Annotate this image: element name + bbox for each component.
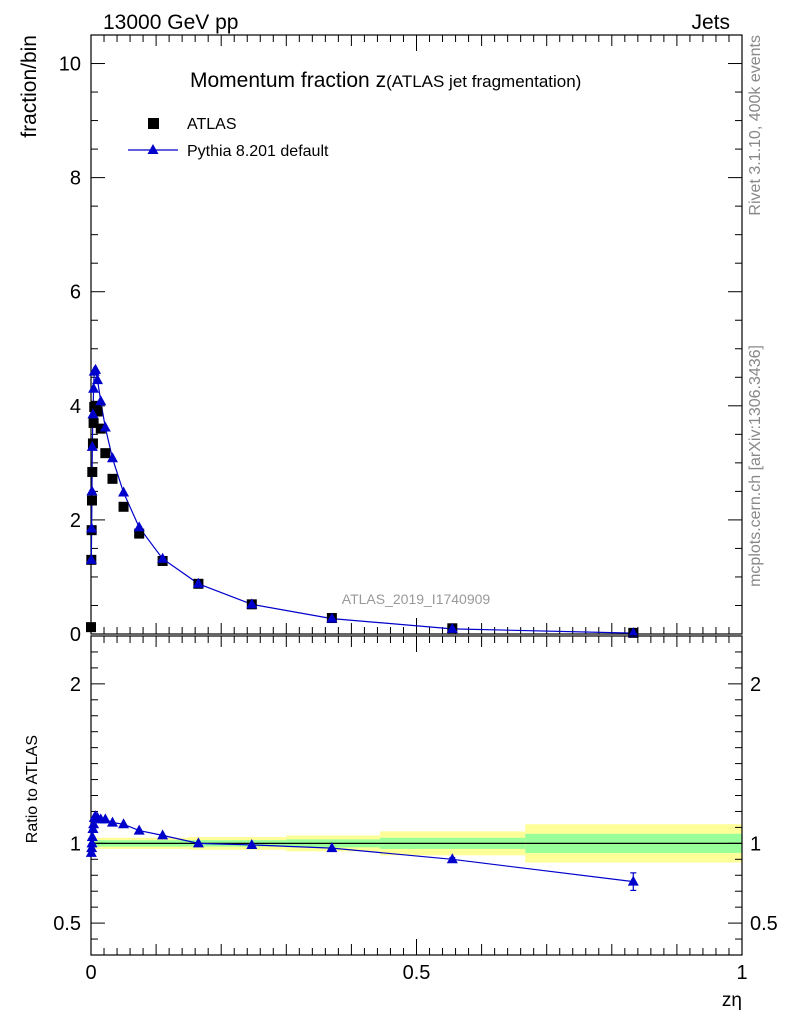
pythia-data-point [86,440,98,451]
pythia-data-point [86,485,98,496]
rivet-label: Rivet 3.1.10, 400k events [747,35,764,216]
pythia-data-point [627,627,639,638]
atlas-data-point [95,423,106,434]
pythia-ratio-point [627,875,639,886]
ratio-y-axis-label: Ratio to ATLAS [24,735,41,843]
pythia-ratio-point [326,842,338,853]
main-y-tick-label: 4 [70,396,81,418]
pythia-ratio-point [99,813,111,824]
pythia-data-point [246,598,258,609]
legend-atlas-label: ATLAS [187,116,237,133]
pythia-ratio-point [446,853,458,864]
legend-pythia-label: Pythia 8.201 default [187,143,329,160]
header-left-label: 13000 GeV pp [103,11,238,34]
legend-pythia-marker [147,144,159,154]
atlas-data-point [86,495,97,506]
atlas-data-point [90,400,101,411]
ratio-y-tick-label: 2 [70,674,81,696]
pythia-data-point [118,486,130,497]
ratio-plot-frame: 0 0.5 1 0.5 0.5 1 1 2 2 [53,635,778,984]
pythia-ratio-point [157,829,169,840]
x-axis-label: zη [722,990,742,1011]
pythia-ratio-point [118,818,130,829]
main-y-tick-label: 0 [70,624,81,646]
pythia-ratio-point [246,838,258,849]
header-right-label: Jets [691,11,730,34]
pythia-ratio-point [86,830,98,841]
x-tick-label: 0.5 [403,962,431,984]
main-y-tick-label: 8 [70,168,81,190]
pythia-data-point [157,552,169,563]
legend: ATLAS Pythia 8.201 default [128,116,329,160]
pythia-ratio-point [133,824,145,835]
main-y-axis-label: fraction/bin [18,35,41,138]
main-y-tick-label: 2 [70,510,81,532]
pythia-data-point [85,553,97,564]
mcplots-label: mcplots.cern.ch [arXiv:1306.3436] [747,345,764,587]
pythia-data-point [92,374,104,385]
atlas-data-point [118,501,129,512]
pythia-ratio-point [106,816,118,827]
atlas-data-point [92,406,103,417]
chart-title-main: Momentum fraction z [190,69,386,92]
analysis-id-label: ATLAS_2019_I1740909 [342,591,491,607]
pythia-ratio-point [86,837,98,848]
pythia-data-point [446,622,458,633]
atlas-data-point [134,528,145,539]
main-y-tick-label: 10 [59,54,81,76]
x-tick-label: 0 [85,962,96,984]
pythia-data-point [90,363,102,374]
legend-atlas-marker [148,118,159,129]
main-plot-frame: 0 2 4 6 8 10 [59,34,743,646]
chart-title-sub: (ATLAS jet fragmentation) [386,72,581,91]
ratio-y-tick-label: 1 [70,833,81,855]
pythia-data-point [86,522,98,533]
main-y-tick-label: 6 [70,282,81,304]
ratio-y-tick-label-right: 1 [750,833,761,855]
atlas-data-point [88,417,99,428]
ratio-y-tick-label: 0.5 [53,913,81,935]
atlas-data-point [87,466,98,477]
pythia-data-point [95,395,107,406]
pythia-data-point [326,612,338,623]
pythia-data-point [88,382,100,393]
pythia-data-point [106,452,118,463]
atlas-data-point [107,473,118,484]
pythia-data-point [133,521,145,532]
chart-title: Momentum fraction z(ATLAS jet fragmentat… [190,69,581,92]
pythia-data-point [99,421,111,432]
pythia-ratio-point [192,837,204,848]
pythia-data-point [87,408,99,419]
pythia-data-point [192,577,204,588]
x-tick-label: 1 [736,962,747,984]
ratio-y-tick-label-right: 0.5 [750,913,778,935]
atlas-data-point [86,622,96,633]
pythia-ratio-point [88,818,100,829]
atlas-data-point [100,448,111,459]
ratio-y-tick-label-right: 2 [750,674,761,696]
